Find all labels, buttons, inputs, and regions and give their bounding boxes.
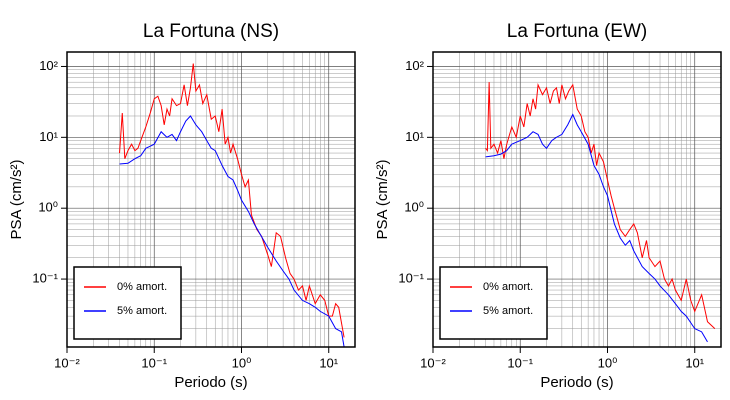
x-axis-label: Periodo (s) (540, 374, 613, 391)
x-tick-label: 10⁻² (54, 355, 80, 370)
plot-frame (66, 51, 356, 348)
legend: 0% amort. 5% amort. (439, 266, 548, 340)
y-tick-label: 10² (405, 58, 424, 73)
y-tick-label: 10¹ (405, 129, 424, 144)
series-line (119, 115, 345, 348)
x-tick-label: 10⁰ (232, 355, 252, 370)
chart-title: La Fortuna (EW) (507, 21, 647, 42)
x-tick-label: 10¹ (319, 355, 338, 370)
legend-label: 5% amort. (117, 305, 167, 317)
legend-label: 0% amort. (483, 281, 533, 293)
y-tick-label: 10² (39, 58, 58, 73)
x-axis-label: Periodo (s) (174, 374, 247, 391)
legend-box (439, 266, 548, 340)
x-tick-label: 10⁻² (420, 355, 446, 370)
y-tick-label: 10⁰ (404, 200, 424, 215)
legend-label: 0% amort. (117, 281, 167, 293)
y-axis-label: PSA (cm/s²) (374, 159, 391, 239)
x-tick-label: 10¹ (685, 355, 704, 370)
series-line (119, 63, 345, 338)
y-tick-label: 10⁻¹ (398, 271, 424, 286)
y-tick-label: 10⁰ (38, 200, 58, 215)
y-axis-label: PSA (cm/s²) (8, 159, 25, 239)
x-tick-label: 10⁻¹ (507, 355, 533, 370)
x-tick-label: 10⁰ (598, 355, 618, 370)
series-line (485, 82, 716, 329)
plot-frame (432, 51, 722, 348)
chart-title: La Fortuna (NS) (143, 21, 279, 42)
series-line (485, 113, 708, 343)
legend-label: 5% amort. (483, 305, 533, 317)
legend: 0% amort. 5% amort. (73, 266, 182, 340)
y-tick-label: 10¹ (39, 129, 58, 144)
legend-box (73, 266, 182, 340)
y-tick-label: 10⁻¹ (32, 271, 58, 286)
x-tick-label: 10⁻¹ (141, 355, 167, 370)
